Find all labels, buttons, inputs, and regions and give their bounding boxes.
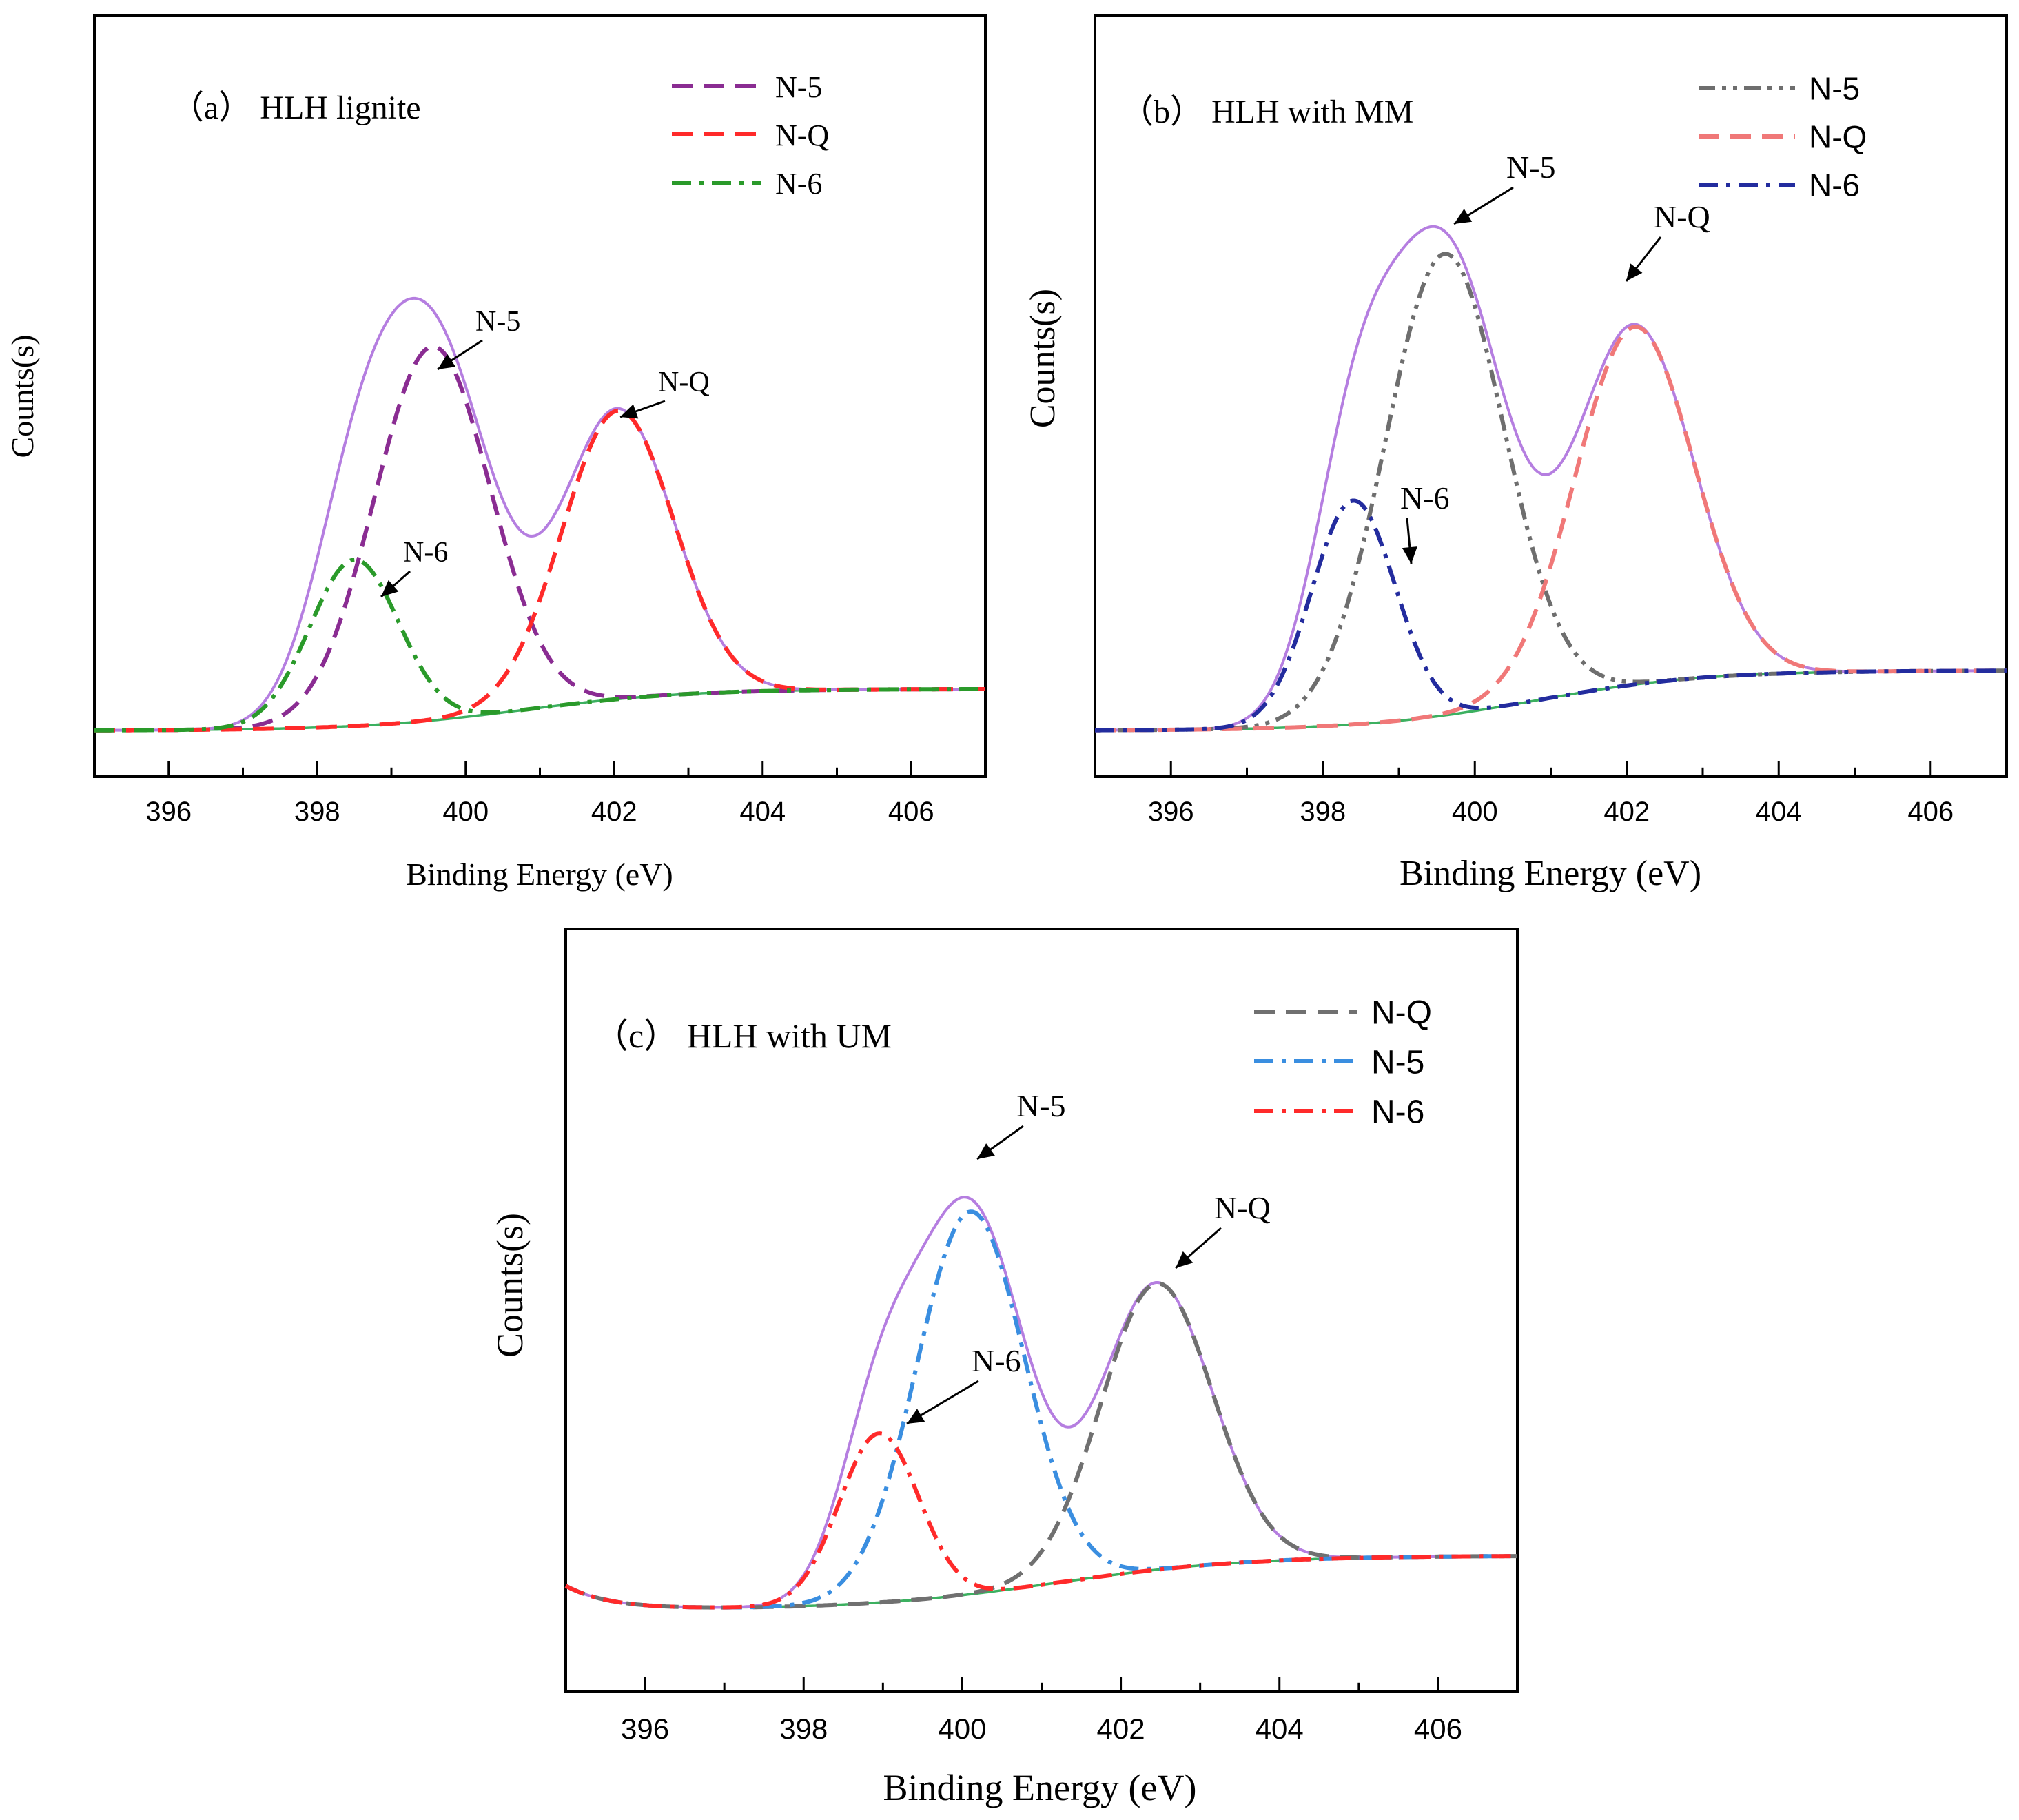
- x-tick-label: 402: [1603, 797, 1650, 827]
- x-tick-label: 406: [1907, 797, 1954, 827]
- legend-label: N-5: [1809, 71, 1860, 107]
- annotation-arrow-head: [1176, 1251, 1193, 1268]
- y-axis-label: Counts(s): [1023, 289, 1063, 428]
- x-tick-label: 396: [145, 797, 192, 827]
- peak-label: N-Q: [1214, 1190, 1271, 1225]
- x-axis-label: Binding Energy (eV): [406, 857, 673, 892]
- x-axis-label: Binding Energy (eV): [883, 1767, 1197, 1808]
- peak-label: N-6: [1400, 480, 1450, 515]
- legend-label: N-6: [1371, 1094, 1424, 1130]
- peak-annotations: N-5 N-Q N-6: [380, 306, 710, 598]
- annotation-arrow-head: [1454, 209, 1473, 224]
- panel-title: （a） HLH lignite: [171, 90, 421, 126]
- panel-a: （a） HLH lignite Binding Energy (eV) Coun…: [5, 14, 987, 892]
- y-axis-label: Counts(s): [489, 1213, 531, 1358]
- annotation-arrow-head: [1626, 263, 1643, 281]
- panel-b: （b） HLH with MM Binding Energy (eV) Coun…: [1023, 14, 2008, 893]
- legend-label: N-6: [1809, 167, 1860, 203]
- x-tick-label: 406: [888, 797, 934, 827]
- series-n-5-line: [1095, 252, 2007, 733]
- legend: N-Q N-5 N-6: [1254, 994, 1432, 1130]
- x-tick-label: 396: [621, 1712, 669, 1745]
- series-n-q-line: [1095, 325, 2007, 733]
- x-tick-label: 396: [1148, 797, 1194, 827]
- peak-label: N-5: [475, 306, 520, 338]
- y-axis-label: Counts(s): [5, 335, 40, 458]
- panel-title: （b） HLH with MM: [1120, 94, 1413, 130]
- legend: N-5 N-Q N-6: [1699, 71, 1867, 203]
- series-n-6-line: [1095, 498, 2007, 733]
- x-tick-label: 404: [1756, 797, 1802, 827]
- legend: N-5 N-Q N-6: [672, 70, 829, 201]
- x-tick-label: 400: [442, 797, 489, 827]
- legend-label: N-6: [775, 167, 822, 201]
- x-tick-label: 402: [1097, 1712, 1145, 1745]
- x-tick-label: 402: [591, 797, 637, 827]
- series-n-6-line: [564, 1431, 1517, 1610]
- x-axis-ticks: 396 398 400 402 404 406: [1094, 761, 2008, 827]
- plot-curves: [564, 1196, 1517, 1610]
- annotation-arrow-head: [620, 404, 639, 419]
- annotation-arrow-head: [977, 1143, 995, 1159]
- peak-annotations: N-5 N-Q N-6: [1400, 150, 1710, 564]
- peak-label: N-6: [403, 537, 448, 569]
- plot-curves: [1095, 225, 2007, 733]
- series-n-6-line: [94, 558, 985, 733]
- series-background-line: [565, 1555, 1517, 1609]
- x-axis-label: Binding Energy (eV): [1400, 854, 1701, 893]
- series-envelope-line: [1095, 225, 2007, 732]
- series-background-line: [1095, 669, 2007, 732]
- series-background-line: [94, 688, 985, 732]
- series-envelope-line: [94, 296, 985, 732]
- x-tick-label: 400: [1452, 797, 1498, 827]
- legend-label: N-5: [775, 70, 822, 104]
- peak-label: N-Q: [658, 367, 710, 398]
- peak-label: N-6: [972, 1343, 1021, 1378]
- x-tick-label: 404: [1256, 1712, 1304, 1745]
- series-envelope-line: [565, 1196, 1517, 1609]
- plot-curves: [94, 296, 985, 733]
- legend-label: N-Q: [775, 119, 829, 152]
- annotation-arrow-head: [381, 580, 399, 597]
- legend-label: N-Q: [1371, 994, 1432, 1031]
- x-tick-label: 404: [739, 797, 786, 827]
- x-axis-ticks: 396 398 400 402 404 406: [93, 761, 987, 827]
- peak-label: N-Q: [1654, 199, 1710, 234]
- annotation-arrow-head: [907, 1409, 925, 1424]
- x-tick-label: 406: [1414, 1712, 1462, 1745]
- plot-frame: [93, 14, 987, 778]
- annotation-arrow-head: [438, 354, 456, 369]
- x-tick-label: 398: [1300, 797, 1346, 827]
- x-axis-ticks: 396 398 400 402 404 406: [564, 1677, 1519, 1745]
- annotation-arrow-head: [1402, 546, 1417, 564]
- series-n-q-line: [94, 408, 985, 733]
- legend-label: N-Q: [1809, 119, 1867, 155]
- x-tick-label: 398: [779, 1712, 828, 1745]
- x-tick-label: 400: [938, 1712, 986, 1745]
- peak-label: N-5: [1506, 150, 1556, 185]
- peak-label: N-5: [1016, 1088, 1066, 1123]
- panel-c: （c） HLH with UM Binding Energy (eV) Coun…: [489, 928, 1519, 1808]
- x-tick-label: 398: [294, 797, 340, 827]
- series-n-5-line: [94, 344, 985, 733]
- panel-title: （c） HLH with UM: [594, 1016, 892, 1055]
- legend-label: N-5: [1371, 1044, 1424, 1081]
- peak-annotations: N-5 N-Q N-6: [906, 1088, 1271, 1425]
